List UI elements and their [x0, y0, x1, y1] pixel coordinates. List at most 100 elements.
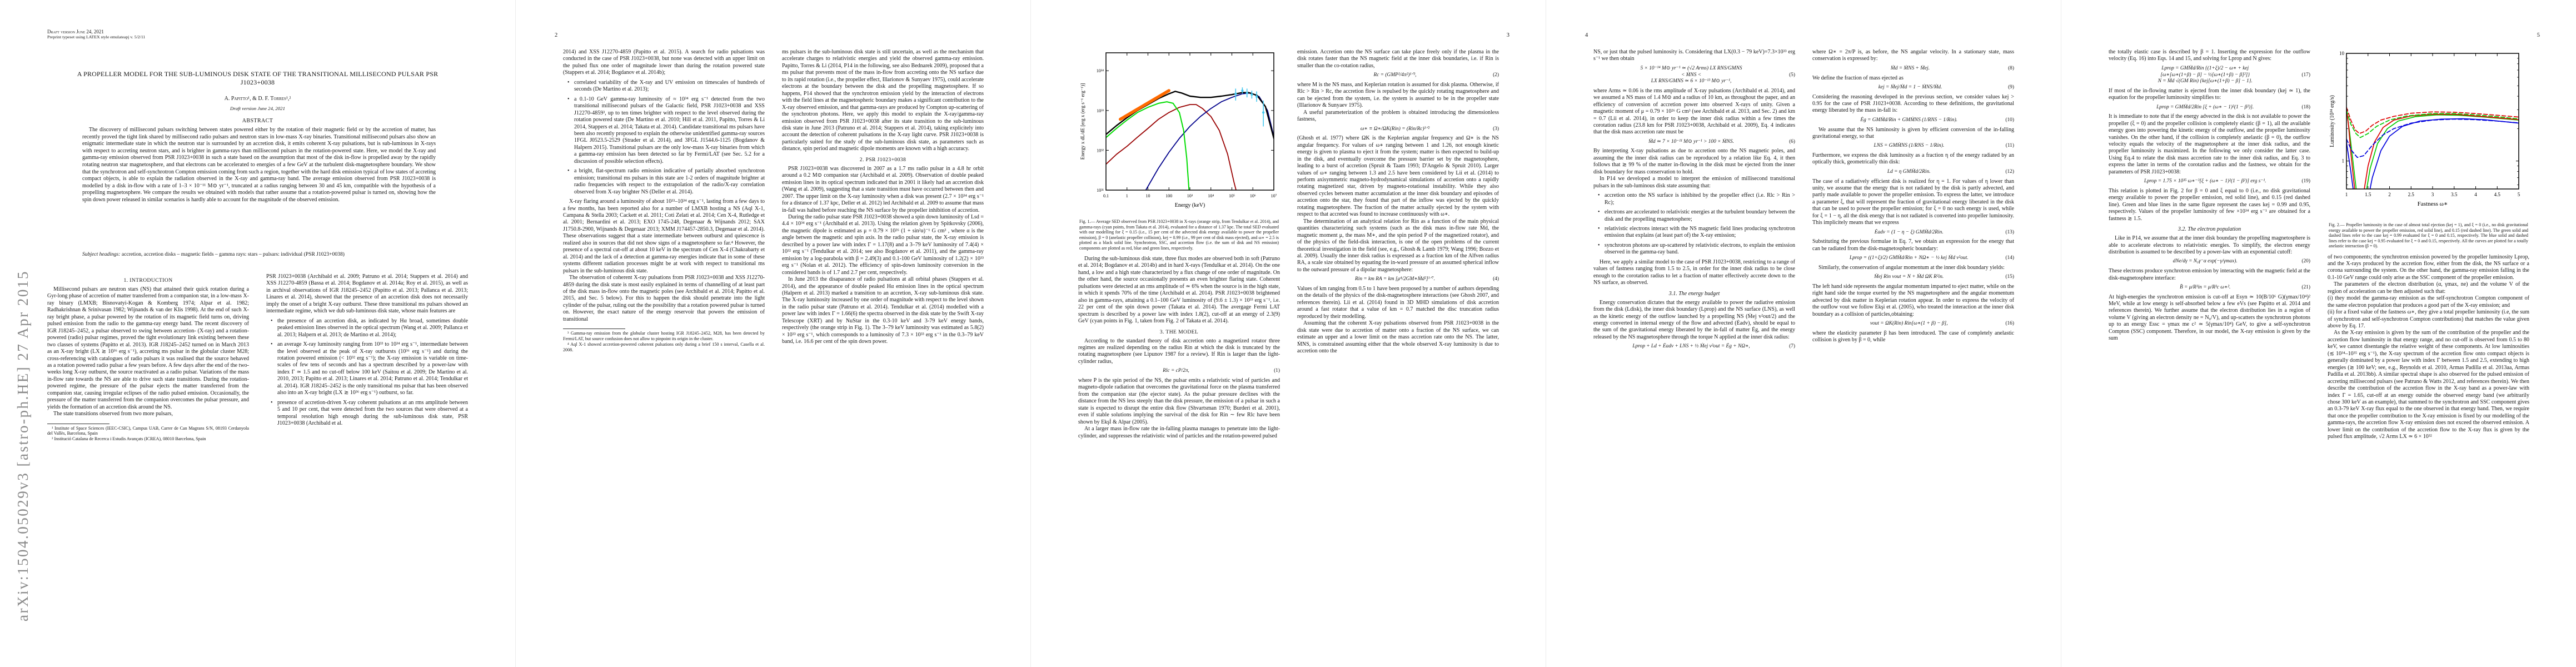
kej-1-xi-0-red-solid: [2346, 107, 2519, 189]
fig1-datapoint-5: [1262, 111, 1265, 114]
bullet-item: • correlated variability of the X-ray and…: [567, 79, 765, 93]
bullet-text: relativistic electrons interact with the…: [1605, 225, 1795, 239]
paragraph: If most of the in-flowing matter is ejec…: [2109, 87, 2310, 101]
paragraph: where the elasticity parameter β has bee…: [1812, 330, 2014, 344]
page-number: 5: [2537, 32, 2540, 38]
fig1-y-tick: 10³²: [1097, 148, 1104, 153]
equation-number: (1): [1274, 368, 1280, 374]
paragraph: This relation is plotted in Fig. 2 for β…: [2109, 187, 2310, 222]
accretion-flow-green-line: [1106, 101, 1190, 190]
paragraph: (Ghosh et al. 1977) where ΩK is the Kepl…: [1297, 135, 1499, 218]
display-equation: kej = Ṁej/Ṁd = 1 − ṀNS/Ṁd. (9): [1812, 84, 2014, 91]
equation-body: dNe/dγ = N₀γ⁻α exp(−γ/γmax).: [2173, 258, 2238, 265]
bullet-item: • a bright, flat-spectrum radio emission …: [567, 168, 765, 196]
fig2-x-tick: 3.5: [2451, 192, 2458, 197]
display-equation: Lprop = ((1+ξ)/2) GMṀd/Rin + NΩ∗ − ½ kej…: [1812, 255, 2014, 262]
paragraph: In June 2013 the disaparance of radio pu…: [782, 276, 984, 345]
paragraph: The determination of an analytical relat…: [1297, 218, 1499, 273]
paragraph: NS, or just that the pulsed luminosity i…: [1593, 49, 1795, 62]
equation-body: Rc = (GMP²/4π²)¹ᐟ³,: [1373, 72, 1417, 78]
bullet-text: correlated variability of the X-ray and …: [574, 79, 765, 93]
bullet-text: electrons are accelerated to relativisti…: [1605, 209, 1795, 222]
fig2-x-tick: 4: [2474, 192, 2477, 197]
bullet-icon: •: [271, 399, 273, 406]
page-5: 5 the totally elastic case is described …: [2061, 0, 2576, 667]
paragraph: As the X-ray emission is given by the su…: [2328, 330, 2529, 440]
paragraph: ms pulsars in the sub-luminous disk stat…: [782, 49, 984, 152]
paragraph: PSR J1023+0038 (Archibald et al. 2009; P…: [266, 273, 468, 315]
bullet-text: presence of accretion-driven X-ray coher…: [277, 399, 468, 427]
bullet-icon: •: [567, 168, 570, 175]
page-4-column-left: NS, or just that the pulsed luminosity i…: [1593, 49, 1795, 653]
paragraph: By interpreting X-ray pulsations as due …: [1593, 148, 1795, 175]
fig1-chart: 0.1 1 10 100 10³ 10⁴ 10⁵ 10⁶ 10⁷ 10³¹ 10³² 10³³ 10³⁴…: [1080, 52, 1277, 208]
fig2-x-tick: 2.5: [2408, 192, 2415, 197]
paragraph: Considering the reasoning developed in t…: [1812, 93, 2014, 114]
fig1-x-tick: 100: [1165, 193, 1172, 198]
fig2-x-tick: 5: [2518, 192, 2520, 197]
bullet-icon: •: [1598, 225, 1600, 232]
bullet-item: • accretion onto the NS surface is inhibi…: [1598, 192, 1795, 206]
paragraph: During the radio pulsar state PSR J1023+…: [782, 213, 984, 276]
subject-headings-label: Subject headings:: [82, 251, 121, 257]
fig1-plot-frame: [1105, 52, 1274, 191]
paragraph: (ii) for a fixed value of the fastness ω…: [2328, 309, 2529, 330]
display-equation: dNe/dγ = N₀γ⁻α exp(−γ/γmax). (20): [2109, 258, 2310, 265]
bullet-icon: •: [1598, 209, 1600, 216]
synchrotron-red-line: [1106, 104, 1237, 190]
fig2-y-axis-label: Luminosity (10³⁴ erg/s): [2329, 95, 2335, 147]
bullet-item: • the presence of an accretion disk, as i…: [271, 318, 468, 339]
fig1-x-tick: 10³: [1187, 193, 1193, 198]
bullet-item: • electrons are accelerated to relativist…: [1598, 209, 1795, 223]
fig1-figure: 0.1 1 10 100 10³ 10⁴ 10⁵ 10⁶ 10⁷ 10³¹ 10³² 10³³ 10³⁴…: [1078, 49, 1280, 216]
bullet-item: • synchrotron photons are up-scattered by…: [1598, 242, 1795, 256]
abstract-text: The discovery of millisecond pulsars swi…: [82, 127, 436, 203]
paragraph: A useful parameterization of the problem…: [1297, 109, 1499, 123]
page-2-column-left: 2014) and XSS J12270-4859 (Papitto et al…: [563, 49, 765, 653]
paragraph: The parameters of the electron distribut…: [2328, 281, 2529, 295]
total-sed-black-line: [1106, 91, 1274, 140]
equation-number: (3): [1493, 126, 1499, 132]
paragraph: where Arms ≃ 0.06 is the rms amplitude o…: [1593, 87, 1795, 136]
display-equation: Lprop + Ld + Ėadv + LNS + ½ Ṁej v²out = …: [1593, 344, 1795, 350]
paragraph: We assume that the NS luminosity is give…: [1812, 126, 2014, 140]
display-equation: Lprop = GMṀd/2Rin [ξ + (ω∗ − 1)²(1 − β²)…: [2109, 104, 2310, 111]
paragraph: At a larger mass in-flow rate the in-fal…: [1078, 426, 1280, 439]
paragraph: We define the fraction of mass ejected a…: [1812, 74, 1904, 81]
display-equation: Rc = (GMP²/4π²)¹ᐟ³, (2): [1297, 72, 1499, 79]
equation-body: Lprop + Ld + Ėadv + LNS + ½ Ṁej v²out = …: [1632, 344, 1750, 350]
equation-number: (21): [2301, 284, 2310, 290]
equation-number: (5): [1789, 72, 1795, 78]
equation-body: Lprop = 1.75 × 10³⁵ ω∗⁻³[ξ + (ω∗ − 1)²(1…: [2144, 178, 2266, 185]
preprint-typeset-line: Preprint typeset using LATEX style emula…: [47, 34, 146, 39]
equation-body: Ṁd = ṀNS + Ṁej.: [1890, 65, 1930, 71]
equation-body: LNS = GMṀNS (1/RNS − 1/Rin).: [1874, 143, 1945, 149]
bullet-text: synchrotron photons are up-scattered by …: [1605, 242, 1795, 256]
equation-number: (4): [1493, 276, 1499, 282]
fig2-x-tick: 2: [2388, 192, 2391, 197]
equation-number: (6): [1789, 138, 1795, 145]
page-5-column-left: the totally elastic case is described by…: [2109, 49, 2310, 653]
paragraph: In P14 we developed a model to interpret…: [1593, 176, 1795, 189]
fig2-figure: 1 1.5 2 2.5 3 3.5 4 4.5 5 10 1 Fastness ω∗ Luminosit…: [2328, 49, 2529, 220]
draft-header: Draft version June 24, 2021 Preprint typ…: [47, 29, 145, 39]
fig1-datapoint-1: [1241, 89, 1244, 92]
bullet-text: the presence of an accretion disk, as in…: [277, 317, 468, 338]
paragraph: Here, we apply a similar model to the ca…: [1593, 258, 1795, 286]
section-heading: 3. THE MODEL: [1159, 328, 1199, 335]
equation-body: Ėg = GMṀd/Rin + GMṀNS (1/RNS − 1/Rin).: [1860, 117, 1958, 123]
bullet-item: • relativistic electrons interact with th…: [1598, 226, 1795, 240]
figure-caption: Fig. 1.— Average SED observed from PSR J…: [1079, 219, 1279, 251]
fig1-datapoint-3: [1250, 93, 1253, 96]
bullet-text: accretion onto the NS surface is inhibit…: [1605, 192, 1795, 206]
fig1-y-tick: 10³⁴: [1097, 68, 1104, 73]
display-equation: ω∗ ≡ Ω∗/ΩK(Rin) = (Rin/Rc)³ᐟ² (3): [1297, 126, 1499, 133]
paper-title: A PROPELLER MODEL FOR THE SUB-LUMINOUS D…: [77, 70, 439, 86]
fig1-x-tick: 10: [1146, 193, 1150, 198]
fig2-x-axis-label: Fastness ω∗: [2418, 201, 2448, 207]
equation-number: (7): [1789, 344, 1795, 350]
paragraph: At high-energies the synchrotron emissio…: [2109, 293, 2310, 342]
paragraph: According to the standard theory of disk…: [1078, 337, 1280, 365]
display-equation: Ld = η GMṀd/2Rin. (12): [1812, 169, 2014, 176]
